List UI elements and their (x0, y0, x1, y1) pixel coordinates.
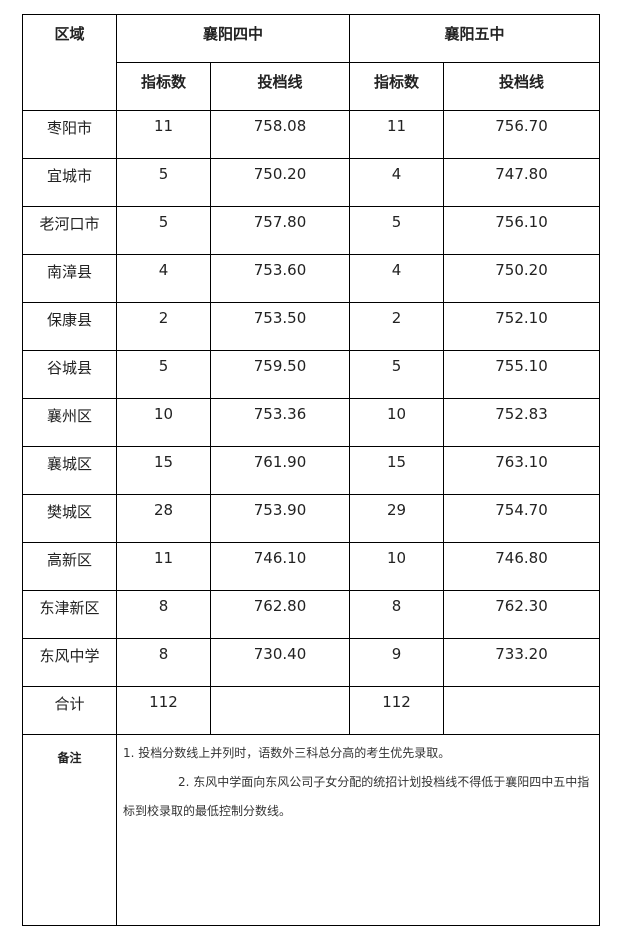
quota-1-cell: 10 (116, 398, 211, 447)
region-cell: 襄城区 (22, 446, 117, 495)
cutoff-1-cell: 753.90 (209, 494, 351, 543)
table-row: 东风中学 8 730.40 9 733.20 (22, 638, 601, 687)
total-cutoff-2 (443, 686, 601, 735)
header-quota-1: 指标数 (116, 62, 211, 111)
cutoff-2-cell: 747.80 (443, 158, 601, 207)
quota-2-cell: 15 (349, 446, 445, 495)
notes-content: 1. 投档分数线上并列时，语数外三科总分高的考生优先录取。 2. 东风中学面向东… (115, 734, 601, 926)
quota-1-cell: 5 (116, 206, 211, 255)
cutoff-1-cell: 753.60 (209, 254, 351, 303)
cutoff-1-cell: 730.40 (209, 638, 351, 687)
quota-1-cell: 8 (116, 590, 211, 639)
table-row: 高新区 11 746.10 10 746.80 (22, 542, 601, 591)
header-cutoff-2: 投档线 (443, 62, 601, 111)
quota-2-cell: 8 (349, 590, 445, 639)
cutoff-2-cell: 762.30 (443, 590, 601, 639)
cutoff-1-cell: 762.80 (209, 590, 351, 639)
region-cell: 枣阳市 (22, 110, 117, 159)
cutoff-2-cell: 752.83 (443, 398, 601, 447)
region-cell: 老河口市 (22, 206, 117, 255)
quota-2-cell: 5 (349, 350, 445, 399)
total-quota-1: 112 (116, 686, 211, 735)
quota-1-cell: 11 (116, 110, 211, 159)
admission-table: 区域 襄阳四中 襄阳五中 指标数 投档线 指标数 投档线 枣阳市 11 758.08… (22, 14, 601, 926)
cutoff-1-cell: 750.20 (209, 158, 351, 207)
header-school2: 襄阳五中 (349, 14, 601, 63)
cutoff-1-cell: 758.08 (209, 110, 351, 159)
quota-2-cell: 2 (349, 302, 445, 351)
cutoff-2-cell: 754.70 (443, 494, 601, 543)
quota-1-cell: 28 (116, 494, 211, 543)
table-row: 南漳县 4 753.60 4 750.20 (22, 254, 601, 303)
total-label: 合计 (22, 686, 117, 735)
quota-1-cell: 5 (116, 158, 211, 207)
cutoff-2-cell: 756.10 (443, 206, 601, 255)
quota-1-cell: 11 (116, 542, 211, 591)
quota-1-cell: 8 (116, 638, 211, 687)
cutoff-2-cell: 763.10 (443, 446, 601, 495)
region-cell: 东津新区 (22, 590, 117, 639)
table-row: 樊城区 28 753.90 29 754.70 (22, 494, 601, 543)
total-row: 合计 112 112 (22, 686, 601, 735)
table-row: 老河口市 5 757.80 5 756.10 (22, 206, 601, 255)
table-row: 东津新区 8 762.80 8 762.30 (22, 590, 601, 639)
quota-1-cell: 5 (116, 350, 211, 399)
region-cell: 襄州区 (22, 398, 117, 447)
cutoff-1-cell: 759.50 (209, 350, 351, 399)
region-cell: 保康县 (22, 302, 117, 351)
header-school1: 襄阳四中 (115, 14, 351, 63)
cutoff-2-cell: 752.10 (443, 302, 601, 351)
note-2: 2. 东风中学面向东风公司子女分配的统招计划投档线不得低于襄阳四中五中指标到校录… (123, 775, 590, 818)
cutoff-2-cell: 746.80 (443, 542, 601, 591)
quota-2-cell: 5 (349, 206, 445, 255)
table-row: 襄州区 10 753.36 10 752.83 (22, 398, 601, 447)
quota-2-cell: 4 (349, 254, 445, 303)
quota-2-cell: 10 (349, 398, 445, 447)
cutoff-2-cell: 750.20 (443, 254, 601, 303)
region-cell: 南漳县 (22, 254, 117, 303)
header-cutoff-1: 投档线 (209, 62, 351, 111)
table-row: 枣阳市 11 758.08 11 756.70 (22, 110, 601, 159)
cutoff-2-cell: 755.10 (443, 350, 601, 399)
quota-1-cell: 15 (116, 446, 211, 495)
cutoff-2-cell: 733.20 (443, 638, 601, 687)
region-cell: 谷城县 (22, 350, 117, 399)
note-1: 1. 投档分数线上并列时，语数外三科总分高的考生优先录取。 (123, 746, 451, 760)
region-cell: 东风中学 (22, 638, 117, 687)
quota-2-cell: 4 (349, 158, 445, 207)
table-row: 宜城市 5 750.20 4 747.80 (22, 158, 601, 207)
table-row: 保康县 2 753.50 2 752.10 (22, 302, 601, 351)
quota-1-cell: 4 (116, 254, 211, 303)
total-cutoff-1 (209, 686, 351, 735)
quota-2-cell: 29 (349, 494, 445, 543)
quota-2-cell: 9 (349, 638, 445, 687)
region-cell: 高新区 (22, 542, 117, 591)
table-row: 襄城区 15 761.90 15 763.10 (22, 446, 601, 495)
table-row: 谷城县 5 759.50 5 755.10 (22, 350, 601, 399)
cutoff-1-cell: 753.36 (209, 398, 351, 447)
cutoff-1-cell: 746.10 (209, 542, 351, 591)
header-region: 区域 (22, 14, 117, 111)
region-cell: 宜城市 (22, 158, 117, 207)
notes-label: 备注 (22, 734, 117, 926)
cutoff-1-cell: 753.50 (209, 302, 351, 351)
header-quota-2: 指标数 (349, 62, 445, 111)
quota-1-cell: 2 (116, 302, 211, 351)
quota-2-cell: 10 (349, 542, 445, 591)
total-quota-2: 112 (349, 686, 445, 735)
quota-2-cell: 11 (349, 110, 445, 159)
cutoff-1-cell: 761.90 (209, 446, 351, 495)
region-cell: 樊城区 (22, 494, 117, 543)
cutoff-2-cell: 756.70 (443, 110, 601, 159)
cutoff-1-cell: 757.80 (209, 206, 351, 255)
